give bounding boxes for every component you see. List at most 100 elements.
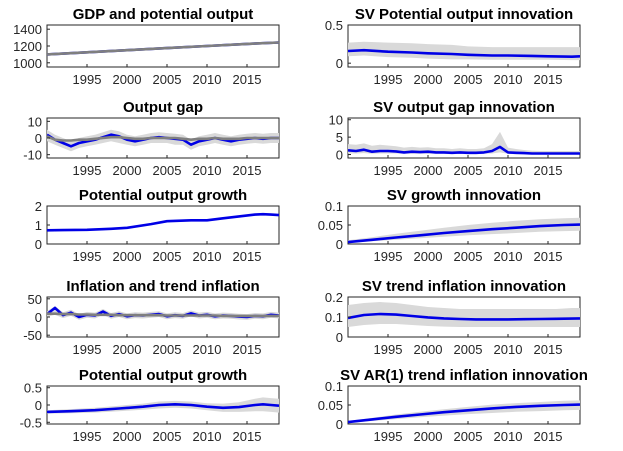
subplot-title: SV trend inflation innovation bbox=[362, 278, 566, 295]
y-tick-label: 0 bbox=[35, 398, 42, 413]
y-tick-label: 0 bbox=[336, 148, 343, 163]
y-tick-label: 0 bbox=[336, 56, 343, 71]
x-tick-label: 2010 bbox=[494, 342, 523, 357]
x-tick-label: 2010 bbox=[494, 429, 523, 444]
y-tick-label: 0 bbox=[35, 310, 42, 325]
x-tick-label: 2010 bbox=[193, 429, 222, 444]
x-tick-label: 2005 bbox=[454, 429, 483, 444]
x-tick-label: 2005 bbox=[153, 342, 182, 357]
plot-area bbox=[46, 24, 280, 68]
x-tick-label: 1995 bbox=[73, 342, 102, 357]
x-tick-label: 1995 bbox=[374, 342, 403, 357]
subplot-title: Potential output growth bbox=[79, 187, 247, 204]
x-tick-label: 1995 bbox=[73, 163, 102, 178]
series-line bbox=[348, 48, 580, 59]
x-tick-label: 2005 bbox=[153, 429, 182, 444]
y-tick-label: 5 bbox=[336, 130, 343, 145]
y-tick-label: 0 bbox=[336, 417, 343, 432]
x-tick-label: 2015 bbox=[233, 72, 262, 87]
y-tick-label: 10 bbox=[329, 113, 343, 128]
x-tick-label: 2000 bbox=[414, 342, 443, 357]
series-line bbox=[348, 312, 580, 321]
x-tick-label: 2000 bbox=[113, 429, 142, 444]
x-tick-label: 1995 bbox=[374, 429, 403, 444]
subplot-title: SV growth innovation bbox=[387, 187, 541, 204]
x-tick-label: 1995 bbox=[374, 72, 403, 87]
y-tick-label: 10 bbox=[28, 114, 42, 129]
x-tick-label: 2015 bbox=[534, 342, 563, 357]
x-tick-label: 2000 bbox=[113, 342, 142, 357]
y-tick-label: 0.5 bbox=[24, 381, 42, 396]
x-tick-label: 1995 bbox=[374, 249, 403, 264]
subplot-title: SV Potential output innovation bbox=[355, 6, 573, 23]
y-tick-label: 50 bbox=[28, 292, 42, 307]
y-tick-label: 0.5 bbox=[325, 18, 343, 33]
x-tick-label: 2015 bbox=[534, 249, 563, 264]
y-tick-label: 1200 bbox=[13, 39, 42, 54]
series-line-secondary bbox=[47, 135, 279, 142]
subplot-6: 0 0.05 0.1 1995 2000 2005 2010 2015 SV growth in… bbox=[318, 187, 581, 264]
x-tick-label: 2015 bbox=[233, 429, 262, 444]
subplot-8: 0 0.1 0.2 1995 2000 2005 2010 2015 SV trend infl… bbox=[325, 278, 581, 357]
y-tick-label: -10 bbox=[23, 148, 42, 163]
y-tick-label: -0.5 bbox=[20, 415, 42, 430]
y-tick-label: 0 bbox=[35, 237, 42, 252]
y-tick-label: 0.2 bbox=[325, 290, 343, 305]
x-tick-label: 2015 bbox=[534, 429, 563, 444]
x-tick-label: 2000 bbox=[113, 72, 142, 87]
y-tick-label: 2 bbox=[35, 199, 42, 214]
x-tick-label: 2005 bbox=[454, 72, 483, 87]
x-tick-label: 2005 bbox=[153, 163, 182, 178]
y-tick-label: 0.05 bbox=[318, 398, 343, 413]
x-tick-label: 2015 bbox=[233, 249, 262, 264]
confidence-band bbox=[47, 129, 279, 152]
x-tick-label: 2000 bbox=[414, 429, 443, 444]
x-tick-label: 2010 bbox=[193, 72, 222, 87]
series-line-secondary bbox=[47, 41, 279, 56]
subplot-7: -50 0 50 1995 2000 2005 2010 2015 Inflation and … bbox=[23, 278, 280, 357]
subplot-2: 0 0.5 1995 2000 2005 2010 2015 SV Potential out… bbox=[325, 6, 581, 87]
y-tick-label: 1000 bbox=[13, 56, 42, 71]
series-line bbox=[348, 403, 580, 424]
x-tick-label: 1995 bbox=[374, 163, 403, 178]
x-tick-label: 2015 bbox=[233, 342, 262, 357]
y-tick-label: 1 bbox=[35, 218, 42, 233]
x-tick-label: 2005 bbox=[153, 249, 182, 264]
y-tick-label: -50 bbox=[23, 328, 42, 343]
subplot-title: SV AR(1) trend inflation innovation bbox=[340, 367, 588, 384]
x-tick-label: 2005 bbox=[454, 342, 483, 357]
subplot-title: GDP and potential output bbox=[73, 6, 254, 23]
x-tick-label: 2010 bbox=[193, 163, 222, 178]
x-tick-label: 2010 bbox=[494, 249, 523, 264]
subplot-10: 0 0.05 0.1 1995 2000 2005 2010 2015 SV AR(1) tre… bbox=[318, 367, 588, 444]
x-tick-label: 2015 bbox=[534, 72, 563, 87]
series-line-secondary bbox=[47, 312, 279, 318]
subplot-3: -10 0 10 1995 2000 2005 2010 2015 Output gap bbox=[23, 99, 280, 178]
x-tick-label: 2000 bbox=[113, 249, 142, 264]
y-tick-label: 0 bbox=[336, 237, 343, 252]
y-tick-label: 0.05 bbox=[318, 218, 343, 233]
y-tick-label: 0.1 bbox=[325, 379, 343, 394]
subplot-1: 1000 1200 1400 1995 2000 2005 2010 2015 GDP and … bbox=[13, 6, 280, 87]
series-line bbox=[348, 223, 580, 244]
x-tick-label: 1995 bbox=[73, 72, 102, 87]
x-tick-label: 2010 bbox=[193, 342, 222, 357]
series-line bbox=[47, 212, 279, 232]
x-tick-label: 2015 bbox=[534, 163, 563, 178]
y-tick-label: 0.1 bbox=[325, 310, 343, 325]
x-tick-label: 2010 bbox=[494, 72, 523, 87]
series-line bbox=[348, 145, 580, 155]
x-tick-label: 2000 bbox=[113, 163, 142, 178]
subplot-5: 0 1 2 1995 2000 2005 2010 2015 Potential output … bbox=[35, 187, 280, 264]
y-tick-label: 0.1 bbox=[325, 199, 343, 214]
x-tick-label: 2005 bbox=[153, 72, 182, 87]
y-tick-label: 1400 bbox=[13, 22, 42, 37]
x-tick-label: 2005 bbox=[454, 163, 483, 178]
y-tick-label: 0 bbox=[35, 131, 42, 146]
subplot-9: -0.5 0 0.5 1995 2000 2005 2010 2015 Potential ou… bbox=[20, 367, 280, 444]
x-tick-label: 2015 bbox=[233, 163, 262, 178]
subplot-title: Inflation and trend inflation bbox=[66, 278, 259, 295]
subplot-title: SV output gap innovation bbox=[373, 99, 555, 116]
series-line bbox=[47, 402, 279, 414]
